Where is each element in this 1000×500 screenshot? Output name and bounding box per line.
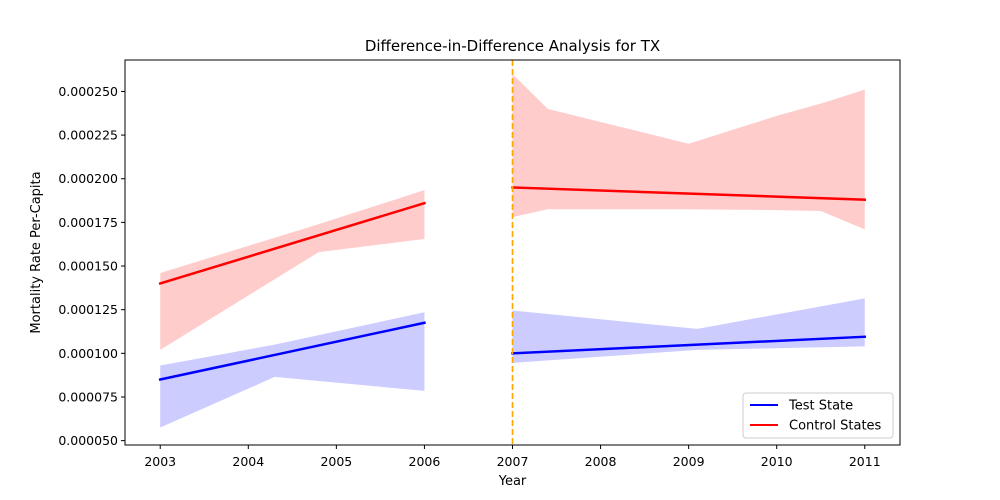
- x-tick-label: 2003: [144, 454, 176, 469]
- x-tick-label: 2005: [320, 454, 352, 469]
- y-tick-label: 0.000250: [58, 84, 118, 99]
- x-axis-label: Year: [498, 474, 527, 489]
- control-states-trend-line-1: [158, 201, 426, 286]
- y-tick-label: 0.000225: [58, 128, 118, 143]
- series-lines: [158, 186, 867, 382]
- legend-label-test-state: Test State: [788, 399, 853, 414]
- control-states-trend-line-2: [511, 186, 867, 201]
- control-states-ci-band-1: [160, 190, 425, 350]
- y-tick-label: 0.000075: [58, 389, 118, 404]
- y-tick-label: 0.000150: [58, 259, 118, 274]
- y-tick-label: 0.000100: [58, 346, 118, 361]
- y-axis: 0.000050 0.000075 0.000100 0.000125 0.000150…: [58, 84, 125, 448]
- y-tick-label: 0.000125: [58, 302, 118, 317]
- x-tick-label: 2007: [497, 454, 529, 469]
- y-tick-label: 0.000200: [58, 171, 118, 186]
- y-tick-label: 0.000175: [58, 215, 118, 230]
- x-tick-label: 2008: [585, 454, 617, 469]
- test-state-trend-line-1: [158, 321, 426, 382]
- test-state-ci-band-2: [512, 298, 865, 363]
- control-states-ci-band-2: [512, 73, 865, 230]
- x-tick-label: 2011: [849, 454, 881, 469]
- legend-box: [742, 392, 894, 439]
- chart-title: Difference-in-Difference Analysis for TX: [365, 37, 660, 55]
- legend-label-control-states: Control States: [789, 419, 882, 434]
- x-tick-label: 2006: [409, 454, 441, 469]
- x-tick-label: 2010: [761, 454, 793, 469]
- x-tick-label: 2009: [673, 454, 705, 469]
- y-axis-label: Mortality Rate Per-Capita: [29, 171, 44, 333]
- y-tick-label: 0.000050: [58, 433, 118, 448]
- x-tick-label: 2004: [232, 454, 264, 469]
- test-state-ci-band-1: [160, 312, 425, 428]
- test-state-trend-line-2: [511, 335, 867, 355]
- x-axis: 2003 2004 2005 2006 2007 2008 2009 2010 2011: [144, 445, 881, 469]
- legend: Test State Control States: [742, 392, 894, 439]
